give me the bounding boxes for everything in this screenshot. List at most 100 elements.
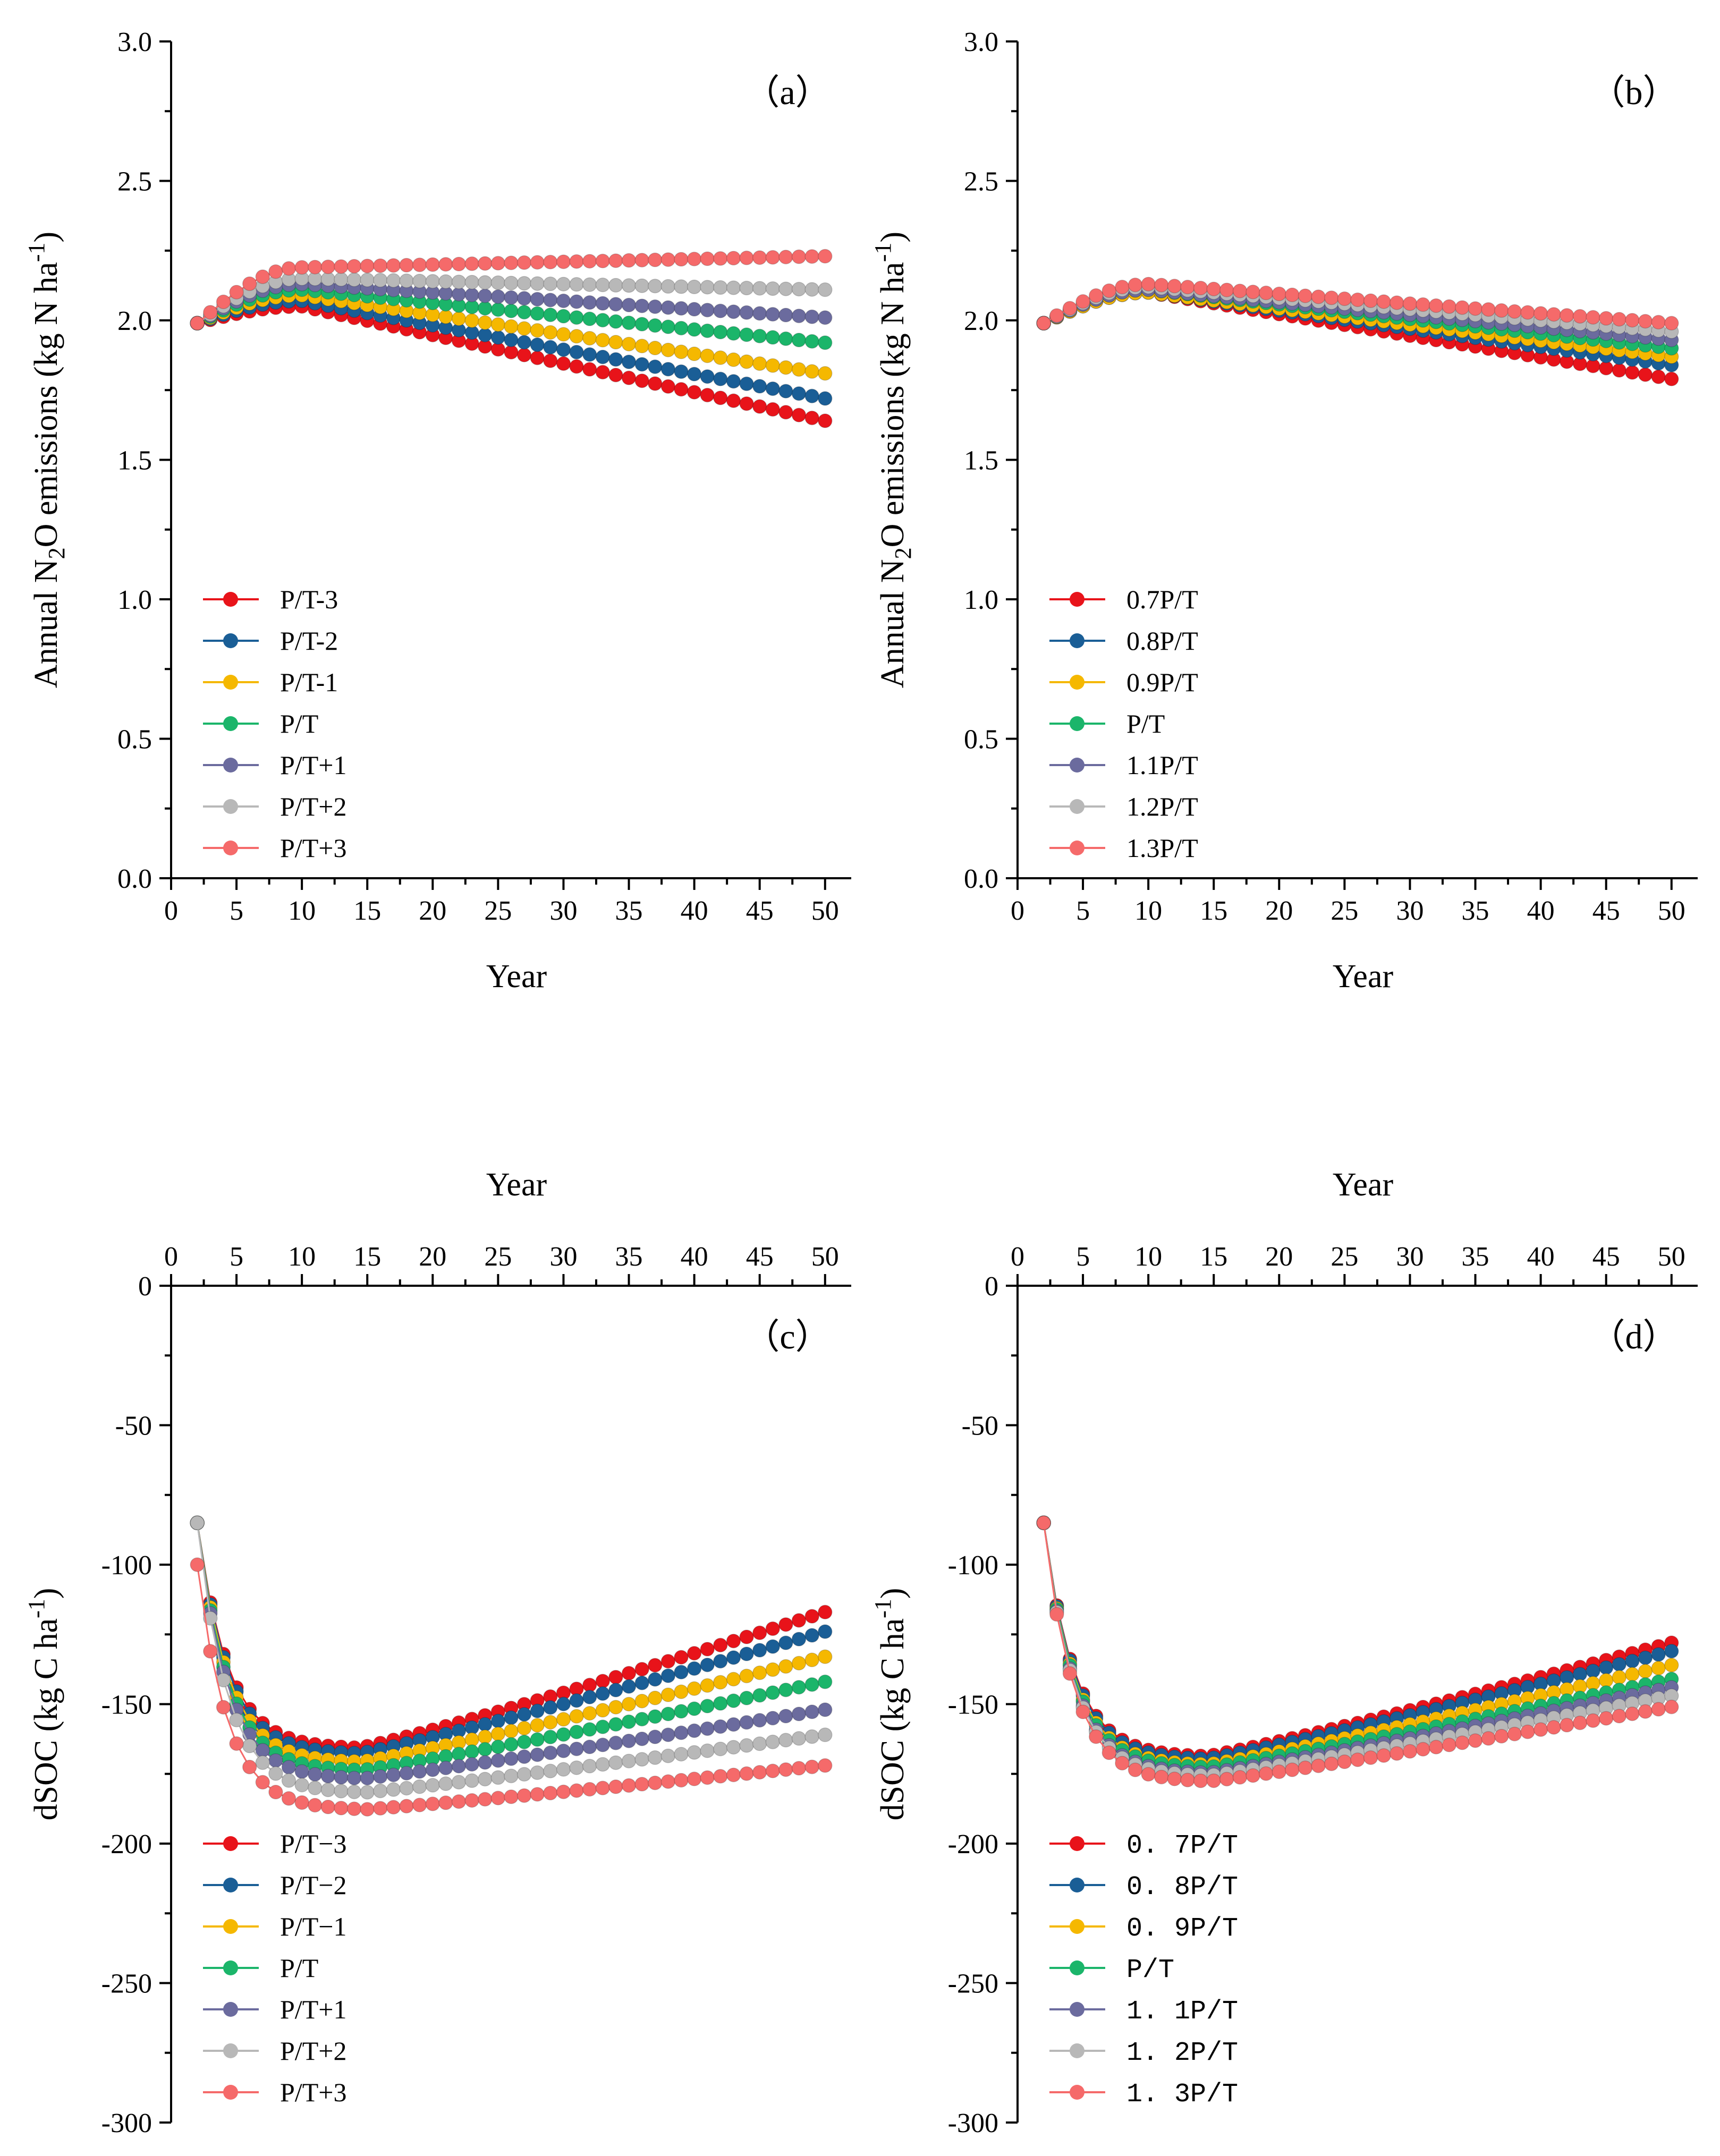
data-point xyxy=(726,1693,741,1708)
data-point xyxy=(543,353,558,368)
data-point xyxy=(713,303,728,318)
data-point xyxy=(556,1762,571,1777)
data-point xyxy=(621,370,637,386)
data-point xyxy=(804,1609,819,1624)
series-5 xyxy=(190,271,833,331)
x-tick-label: 0 xyxy=(1011,1242,1024,1272)
data-point xyxy=(530,1787,545,1802)
data-point xyxy=(621,315,637,330)
data-point xyxy=(360,1802,375,1817)
data-point xyxy=(1612,1657,1627,1672)
data-point xyxy=(1598,361,1614,376)
legend-label: 0. 9P/T xyxy=(1126,1914,1238,1944)
data-point xyxy=(530,1765,545,1780)
data-point xyxy=(739,1766,754,1781)
data-point xyxy=(621,298,637,312)
data-point xyxy=(582,347,597,362)
data-point xyxy=(556,254,571,269)
y-tick-label: -150 xyxy=(948,1690,998,1720)
data-point xyxy=(1546,307,1561,322)
legend-label: P/T+1 xyxy=(280,750,346,780)
data-point xyxy=(1389,295,1404,310)
data-point xyxy=(412,257,427,273)
data-point xyxy=(648,252,663,267)
data-point xyxy=(1468,301,1483,316)
y-axis-title: Annual N2O emissions (kg N ha-1) xyxy=(23,232,70,688)
data-point xyxy=(595,350,611,364)
x-axis-title: Year xyxy=(486,1167,547,1203)
data-point xyxy=(203,1644,218,1659)
data-point xyxy=(739,1668,754,1684)
data-point xyxy=(791,1679,807,1695)
data-point xyxy=(765,358,781,373)
data-point xyxy=(504,1737,519,1752)
data-point xyxy=(569,359,584,374)
data-point xyxy=(713,1637,728,1653)
data-point xyxy=(1193,281,1208,295)
x-tick-label: 20 xyxy=(1265,1242,1293,1272)
data-point xyxy=(425,1762,440,1777)
data-point xyxy=(425,1796,440,1812)
legend-label: P/T−2 xyxy=(280,1870,346,1900)
data-point xyxy=(582,1759,597,1773)
data-point xyxy=(700,387,715,403)
data-point xyxy=(674,1725,689,1741)
data-point xyxy=(294,1795,309,1810)
y-tick-label: -300 xyxy=(101,2108,152,2138)
data-point xyxy=(530,306,545,321)
data-point xyxy=(726,1671,741,1687)
data-point xyxy=(1272,286,1287,301)
data-point xyxy=(281,1791,296,1806)
data-point xyxy=(634,373,649,388)
data-point xyxy=(490,1753,506,1768)
data-point xyxy=(791,408,807,422)
data-point xyxy=(516,321,532,336)
data-point xyxy=(530,1703,545,1719)
data-point xyxy=(1232,283,1248,299)
data-point xyxy=(190,316,205,331)
x-tick-label: 15 xyxy=(1200,896,1227,926)
legend-marker xyxy=(223,592,238,607)
data-point xyxy=(281,261,296,276)
data-point xyxy=(1311,1758,1326,1773)
legend-marker xyxy=(1070,2002,1084,2017)
data-point xyxy=(569,1709,584,1724)
data-point xyxy=(634,298,649,313)
x-tick-label: 45 xyxy=(746,896,774,926)
y-axis-title-part: -1 xyxy=(870,1599,896,1618)
data-point xyxy=(765,250,781,265)
data-point xyxy=(1311,289,1326,304)
data-point xyxy=(700,348,715,363)
data-point xyxy=(556,342,571,357)
data-point xyxy=(700,302,715,318)
data-point xyxy=(700,1699,715,1713)
data-point xyxy=(778,384,793,398)
data-point xyxy=(334,1801,349,1815)
data-point xyxy=(1350,292,1365,307)
legend-label: P/T+2 xyxy=(280,2036,346,2066)
data-point xyxy=(582,277,597,292)
data-point xyxy=(1180,1772,1195,1788)
data-point xyxy=(1036,316,1051,331)
y-tick-label: 0.5 xyxy=(964,725,998,755)
data-point xyxy=(451,311,467,326)
data-point xyxy=(1455,300,1470,315)
series-2 xyxy=(190,1515,833,1769)
data-point xyxy=(595,296,611,311)
x-tick-label: 5 xyxy=(1076,896,1090,926)
data-point xyxy=(1088,288,1104,303)
data-point xyxy=(478,1729,493,1744)
data-point xyxy=(516,1767,532,1782)
data-point xyxy=(778,360,793,375)
data-point xyxy=(726,280,741,295)
data-point xyxy=(687,1745,702,1760)
data-point xyxy=(1664,1644,1679,1659)
data-point xyxy=(752,328,767,344)
data-point xyxy=(1376,294,1391,309)
data-point xyxy=(791,386,807,401)
data-point xyxy=(660,279,676,294)
data-point xyxy=(504,290,519,305)
data-point xyxy=(791,1761,807,1776)
data-point xyxy=(739,281,754,295)
data-point xyxy=(660,1687,676,1702)
